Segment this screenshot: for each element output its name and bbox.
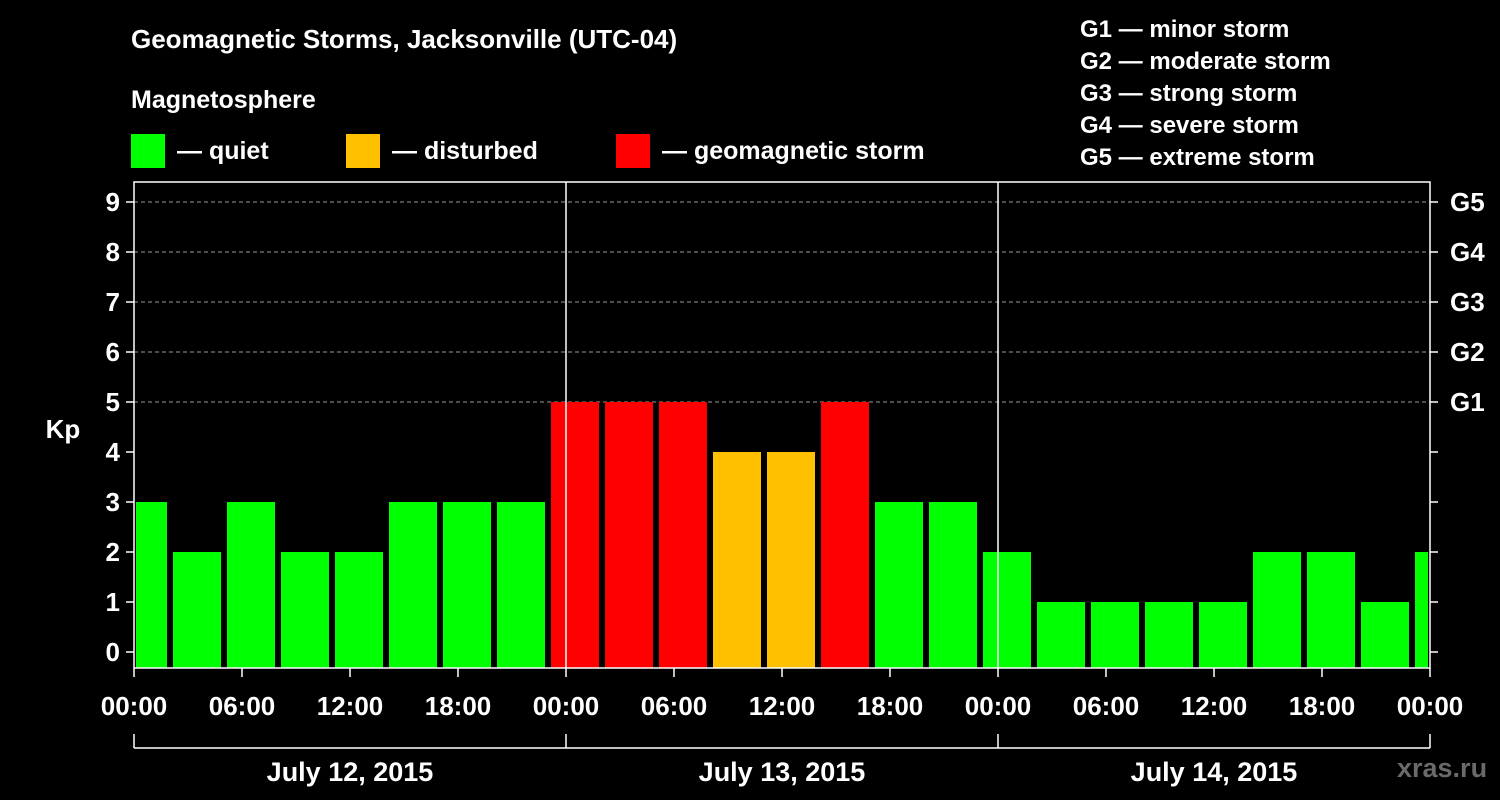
x-tick-label: 18:00: [857, 691, 924, 721]
kp-bar: [767, 452, 815, 668]
watermark: xras.ru: [1397, 753, 1488, 783]
scale-legend-g2: G2 — moderate storm: [1080, 48, 1331, 75]
chart-subtitle: Magnetosphere: [131, 86, 316, 114]
kp-bar: [551, 402, 599, 668]
x-tick-label: 18:00: [425, 691, 492, 721]
g-scale-label: G3: [1450, 287, 1485, 317]
kp-bar: [227, 502, 275, 668]
kp-bar: [983, 552, 1031, 668]
scale-legend-g1: G1 — minor storm: [1080, 16, 1290, 43]
scale-legend-g4: G4 — severe storm: [1080, 112, 1299, 139]
kp-bar: [1037, 602, 1085, 668]
chart-title: Geomagnetic Storms, Jacksonville (UTC-04…: [131, 24, 678, 54]
x-tick-label: 06:00: [641, 691, 708, 721]
y-tick-label: 5: [106, 387, 120, 417]
kp-bar: [1199, 602, 1247, 668]
legend-swatch-quiet: [131, 134, 165, 168]
legend-disturbed: — disturbed: [346, 134, 538, 168]
kp-bar: [821, 402, 869, 668]
legend-label-storm: — geomagnetic storm: [662, 136, 925, 165]
legend-quiet: — quiet: [131, 134, 269, 168]
x-tick-label: 18:00: [1289, 691, 1356, 721]
kp-bar: [1415, 552, 1428, 668]
kp-bar: [1145, 602, 1193, 668]
kp-bar: [335, 552, 383, 668]
x-tick-label: 12:00: [1181, 691, 1248, 721]
y-tick-label: 9: [106, 187, 120, 217]
kp-bar: [389, 502, 437, 668]
kp-bar: [929, 502, 977, 668]
y-axis-label: Kp: [46, 414, 81, 444]
y-tick-label: 1: [106, 587, 120, 617]
y-tick-label: 0: [106, 637, 120, 667]
legend-swatch-disturbed: [346, 134, 380, 168]
x-tick-label: 00:00: [101, 691, 168, 721]
kp-bar: [1361, 602, 1409, 668]
g-scale-label: G5: [1450, 187, 1485, 217]
kp-bar: [713, 452, 761, 668]
x-tick-label: 12:00: [317, 691, 384, 721]
x-tick-label: 00:00: [1397, 691, 1464, 721]
y-tick-label: 6: [106, 337, 120, 367]
scale-legend-g3: G3 — strong storm: [1080, 80, 1298, 107]
storm-scale-legend: G1 — minor storm G2 — moderate storm G3 …: [1080, 14, 1331, 174]
kp-bar: [281, 552, 329, 668]
kp-bar: [136, 502, 167, 668]
kp-bar: [1307, 552, 1355, 668]
y-tick-label: 7: [106, 287, 120, 317]
y-tick-label: 4: [106, 437, 121, 467]
x-tick-label: 06:00: [209, 691, 276, 721]
g-scale-label: G2: [1450, 337, 1485, 367]
x-tick-label: 00:00: [533, 691, 600, 721]
g-scale-label: G1: [1450, 387, 1485, 417]
kp-bar: [173, 552, 221, 668]
kp-bar: [659, 402, 707, 668]
kp-bar: [497, 502, 545, 668]
x-tick-label: 00:00: [965, 691, 1032, 721]
legend-swatch-storm: [616, 134, 650, 168]
x-tick-label: 06:00: [1073, 691, 1140, 721]
day-label: July 13, 2015: [699, 757, 866, 787]
legend-label-quiet: — quiet: [177, 136, 269, 165]
kp-bar: [1091, 602, 1139, 668]
kp-bar: [875, 502, 923, 668]
kp-bar: [605, 402, 653, 668]
day-label: July 14, 2015: [1131, 757, 1298, 787]
kp-bar: [1253, 552, 1301, 668]
y-tick-label: 8: [106, 237, 120, 267]
legend-label-disturbed: — disturbed: [392, 136, 538, 165]
scale-legend-g5: G5 — extreme storm: [1080, 144, 1315, 171]
g-scale-label: G4: [1450, 237, 1485, 267]
kp-bar: [443, 502, 491, 668]
x-tick-label: 12:00: [749, 691, 816, 721]
legend-storm: — geomagnetic storm: [616, 134, 925, 168]
y-tick-label: 2: [106, 537, 120, 567]
day-label: July 12, 2015: [267, 757, 434, 787]
y-tick-label: 3: [106, 487, 120, 517]
